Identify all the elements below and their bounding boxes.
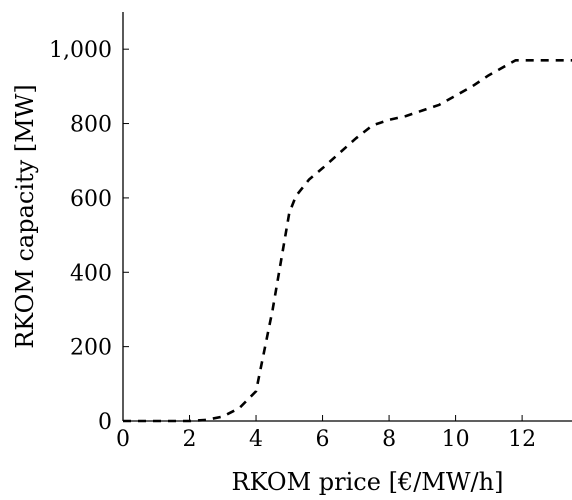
y-axis-label: RKOM capacity [MW] [11,84,39,349]
x-axis-label: RKOM price [€/MW/h] [232,468,504,496]
x-tick-label: 0 [116,427,130,452]
series-line-0 [123,59,572,423]
y-tick-label: 200 [70,336,112,361]
series-layer [123,59,572,423]
x-tick-label: 8 [382,427,396,452]
x-tick-label: 12 [508,427,536,452]
y-tick-label: 1,000 [49,38,112,63]
y-tick-label: 0 [98,410,112,435]
x-tick-label: 10 [442,427,470,452]
plot-frame-layer [122,12,572,422]
y-tick-label: 600 [70,187,112,212]
x-tick-label: 2 [183,427,197,452]
y-tick-label: 400 [70,261,112,286]
tick-layer: 0 2 4 6 8 10 12 0 200 400 600 800 1,000 [49,38,536,452]
y-tick-label: 800 [70,113,112,138]
x-tick-label: 6 [316,427,330,452]
x-tick-label: 4 [249,427,263,452]
